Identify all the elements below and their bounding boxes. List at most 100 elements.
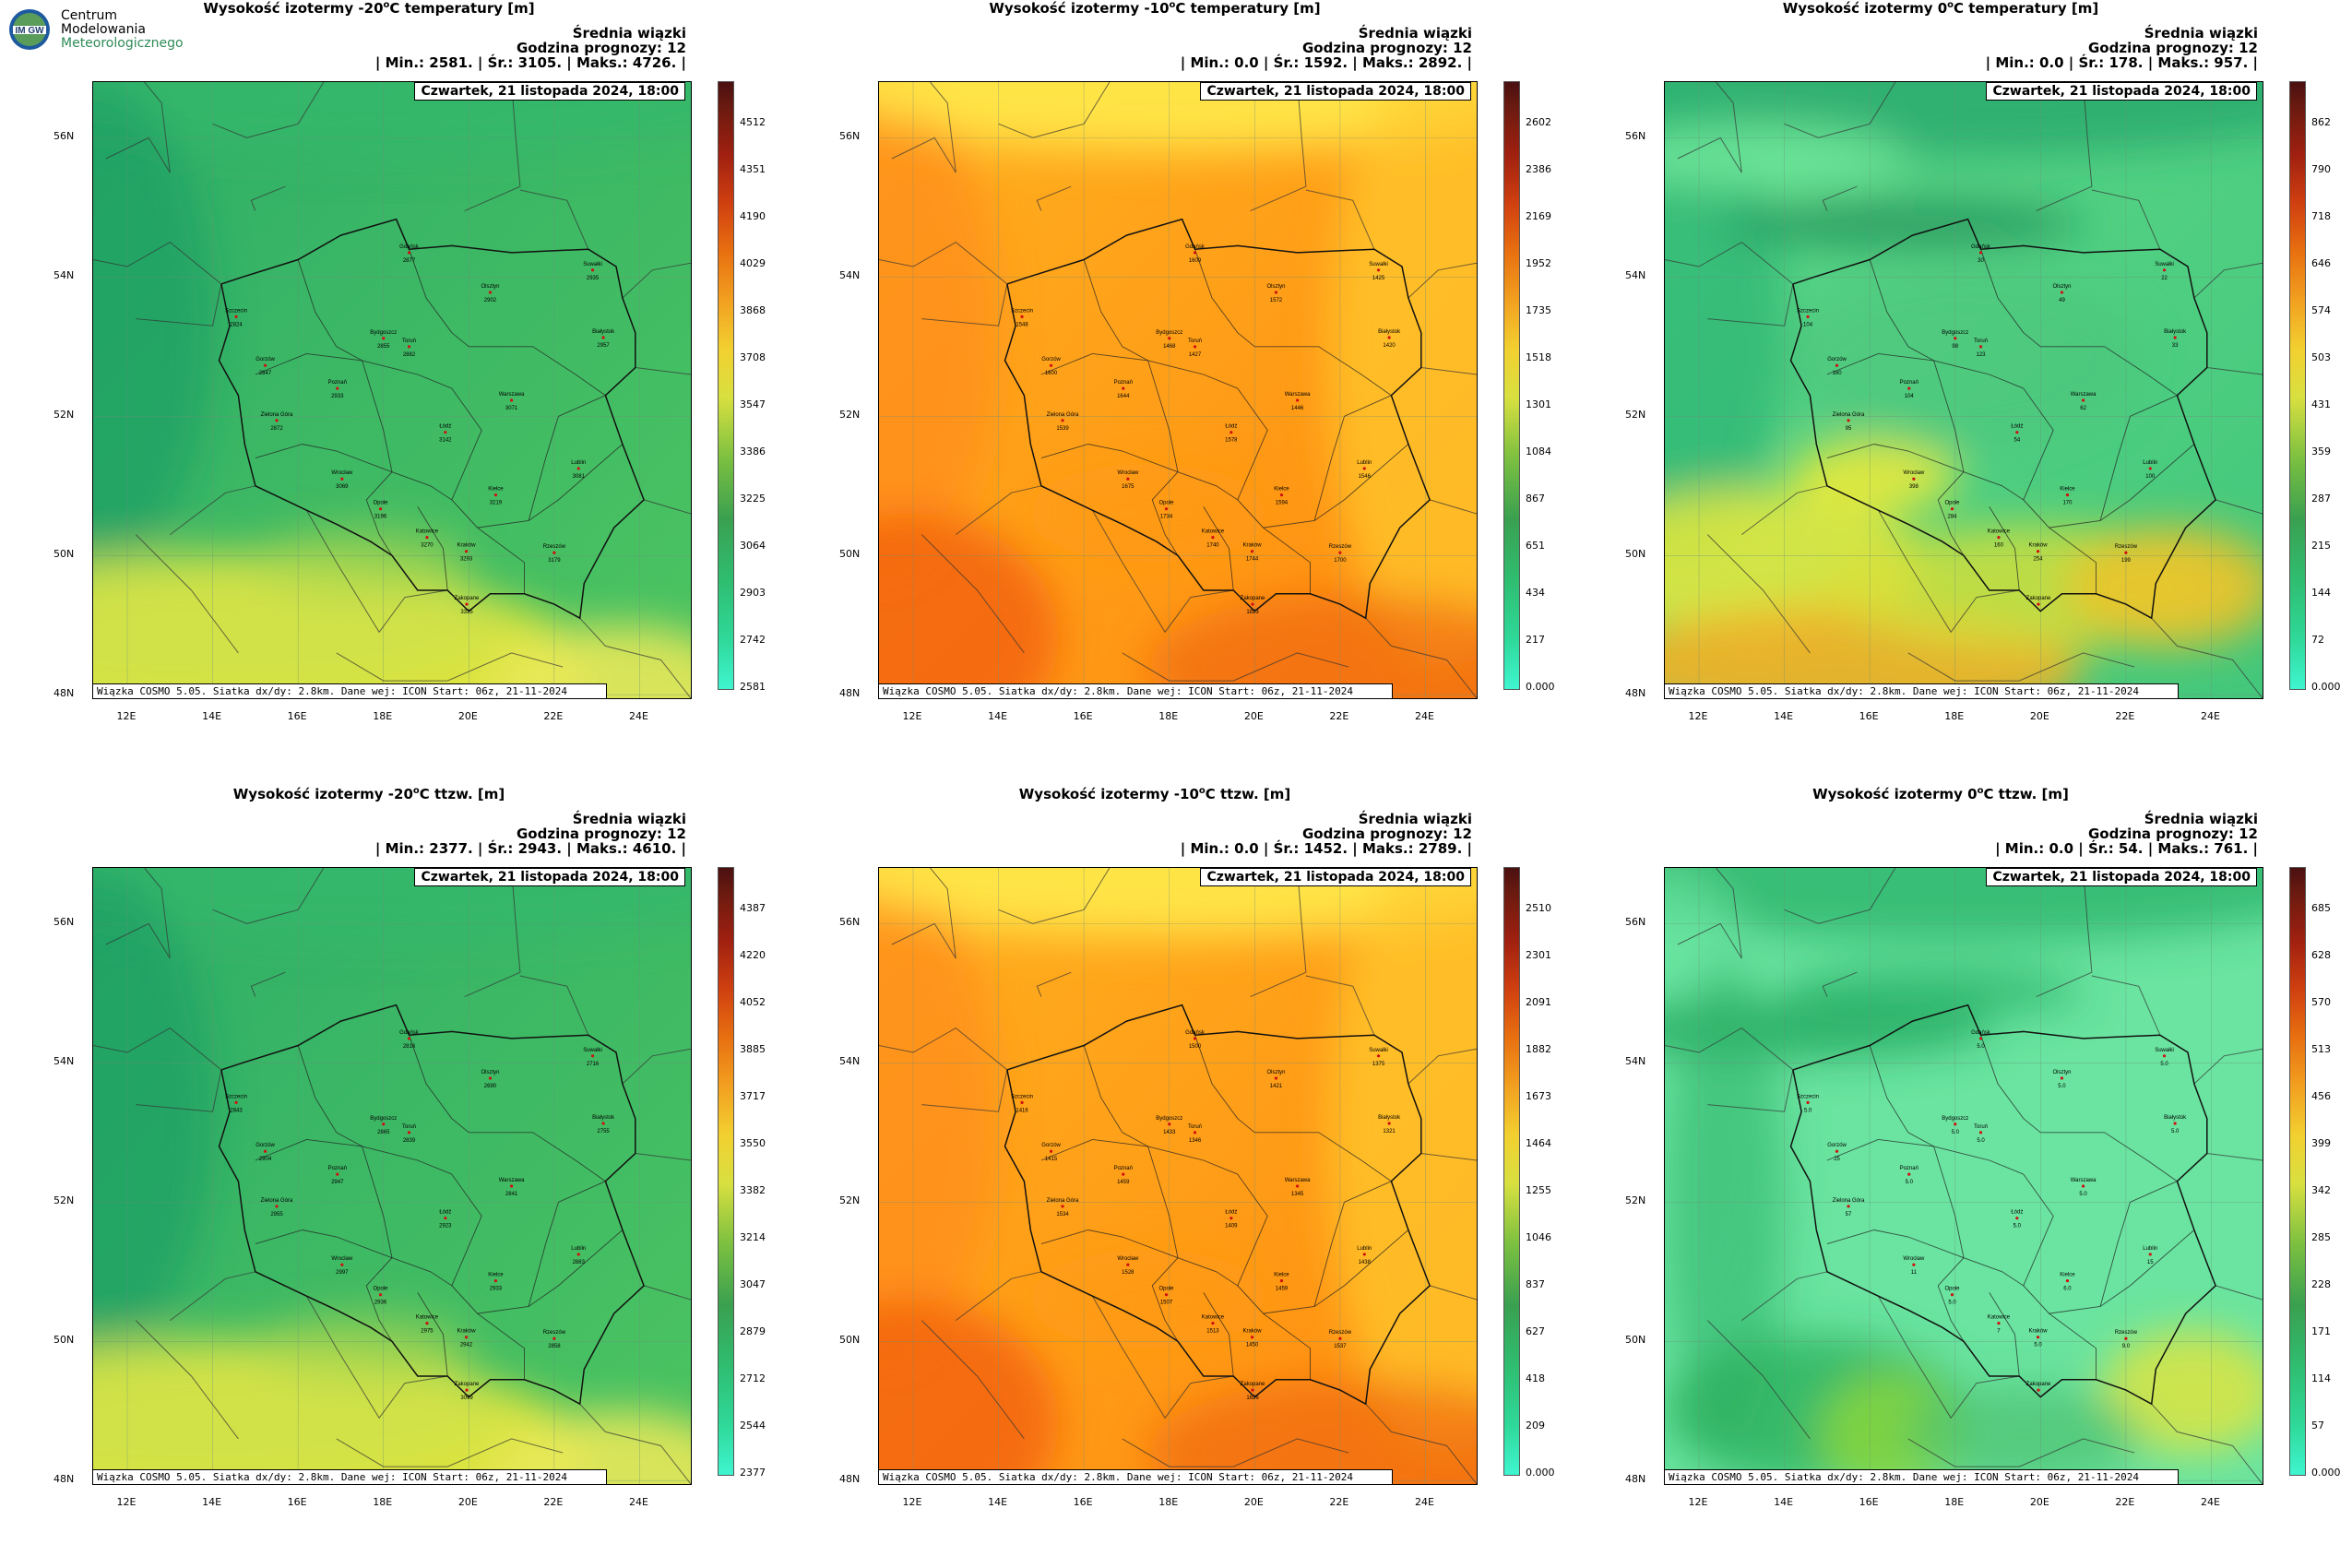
city-name: Gorzów xyxy=(1041,357,1061,362)
city-value: 1450 xyxy=(1246,1343,1259,1348)
city-value: 1425 xyxy=(1372,276,1385,281)
city-name: Toruń xyxy=(1188,1124,1202,1130)
city-name: Kielce xyxy=(1274,487,1289,493)
colorbar-tick: 2510 xyxy=(1526,902,1551,914)
colorbar-tick: 2377 xyxy=(740,1467,766,1479)
city-name: Rzeszów xyxy=(543,1330,566,1336)
city-marker: Toruń 1427 xyxy=(1188,339,1202,358)
lon-label: 16E xyxy=(1859,1496,1879,1508)
city-value: 1459 xyxy=(1276,1287,1289,1292)
city-name: Bydgoszcz xyxy=(1156,1116,1182,1122)
map-panel-5: Wysokość izotermy -10oC ttzw. [m] Średni… xyxy=(786,786,1555,1524)
city-marker: Lublin 1546 xyxy=(1357,460,1372,480)
city-value: 3071 xyxy=(505,406,518,411)
info-ensemble-mean: Średnia wiązki xyxy=(1358,25,1472,42)
city-marker: Gdańsk 30 xyxy=(1971,244,1991,264)
city-name: Kielce xyxy=(488,1273,504,1278)
colorbar-tick: 1952 xyxy=(1526,257,1551,269)
city-marker: Olsztyn 5.0 xyxy=(2052,1070,2071,1089)
city-marker: Szczecin 2824 xyxy=(225,308,247,327)
city-name: Gdańsk xyxy=(399,1030,420,1036)
city-name: Kraków xyxy=(1243,543,1263,549)
city-name: Gdańsk xyxy=(1971,244,1991,250)
city-value: 1675 xyxy=(1122,484,1134,490)
city-value: 254 xyxy=(2034,557,2044,563)
city-marker: Opole 284 xyxy=(1944,501,1960,520)
city-name: Wrocław xyxy=(331,1256,353,1262)
city-value: 398 xyxy=(1909,484,1919,490)
city-value: 2933 xyxy=(490,1287,503,1292)
city-marker: Opole 2936 xyxy=(373,1287,388,1306)
colorbar-tick: 3868 xyxy=(740,304,766,316)
lon-label: 14E xyxy=(202,710,222,722)
colorbar xyxy=(2289,81,2306,690)
city-name: Gorzów xyxy=(1041,1143,1061,1148)
colorbar-tick: 4052 xyxy=(740,996,766,1008)
city-name: Poznań xyxy=(1900,380,1918,386)
city-value: 1572 xyxy=(1270,298,1283,303)
city-name: Katowice xyxy=(416,529,439,535)
city-value: 160 xyxy=(1833,371,1843,376)
colorbar-tick: 2581 xyxy=(740,681,766,693)
city-marker: Zakopane 3335 xyxy=(455,596,480,615)
city-value: 1578 xyxy=(1225,438,1238,444)
lat-label: 52N xyxy=(839,409,861,422)
field-map: Gdańsk 2877 Suwałki 2935 Olsztyn 2902 Szczecin… xyxy=(93,82,691,698)
city-name: Zielona Góra xyxy=(1047,412,1079,418)
lon-label: 14E xyxy=(988,1496,1008,1508)
lon-label: 20E xyxy=(1243,710,1264,722)
lat-label: 56N xyxy=(839,916,861,929)
city-marker: Gorzów 1600 xyxy=(1041,357,1061,376)
city-name: Zakopane xyxy=(2026,1382,2051,1387)
lon-label: 18E xyxy=(1158,1496,1179,1508)
city-marker: Poznań 2947 xyxy=(328,1166,347,1185)
city-value: 30 xyxy=(1978,258,1984,264)
city-value: 1534 xyxy=(1056,1212,1069,1218)
city-value: 5.0 xyxy=(2058,1084,2066,1089)
city-marker: Gorzów 2904 xyxy=(255,1143,275,1162)
city-name: Białystok xyxy=(1378,329,1401,335)
city-value: 2904 xyxy=(259,1157,272,1162)
colorbar-tick: 209 xyxy=(1526,1420,1545,1431)
city-value: 1438 xyxy=(1359,1260,1372,1265)
city-marker: Bydgoszcz 2855 xyxy=(370,330,397,350)
city-marker: Kielce 6.0 xyxy=(2060,1273,2075,1292)
city-marker: Gdańsk 1500 xyxy=(1185,1030,1206,1050)
city-marker: Lublin 100 xyxy=(2143,460,2157,480)
city-value: 1468 xyxy=(1163,344,1176,350)
city-value: 1415 xyxy=(1045,1157,1058,1162)
lat-label: 54N xyxy=(53,269,75,282)
colorbar-tick: 114 xyxy=(2311,1372,2331,1384)
city-marker: Zielona Góra 2955 xyxy=(261,1198,293,1218)
city-name: Lublin xyxy=(2143,1246,2157,1252)
city-value: 2882 xyxy=(403,352,416,358)
city-value: 1346 xyxy=(1189,1138,1202,1144)
city-name: Wrocław xyxy=(1117,1256,1139,1262)
logo-line-1: Centrum xyxy=(61,8,118,23)
map-panel-6: Wysokość izotermy 0oC ttzw. [m] Średnia … xyxy=(1572,786,2341,1524)
colorbar-tick: 718 xyxy=(2311,210,2331,222)
colorbar-tick: 2879 xyxy=(740,1325,766,1337)
info-ensemble-mean: Średnia wiązki xyxy=(1358,811,1472,827)
city-name: Toruń xyxy=(402,1124,416,1130)
colorbar xyxy=(1503,867,1520,1476)
city-name: Kraków xyxy=(457,1329,477,1335)
city-marker: Białystok 5.0 xyxy=(2164,1115,2187,1134)
info-forecast-hour: Godzina prognozy: 12 xyxy=(2087,40,2258,56)
city-marker: Suwałki 2935 xyxy=(583,262,602,281)
city-name: Poznań xyxy=(328,1166,347,1171)
city-value: 2872 xyxy=(270,426,283,432)
city-value: 5.0 xyxy=(2160,1062,2168,1067)
city-name: Gdańsk xyxy=(1185,1030,1206,1036)
lon-label: 12E xyxy=(116,1496,137,1508)
city-marker: Łódź 54 xyxy=(2011,424,2023,444)
field-map: Gdańsk 30 Suwałki 22 Olsztyn 49 Szczecin 104 Byd… xyxy=(1665,82,2263,698)
city-name: Poznań xyxy=(1114,380,1133,386)
city-name: Toruń xyxy=(1974,1124,1988,1130)
city-marker: Olsztyn 2902 xyxy=(481,284,499,303)
city-name: Szczecin xyxy=(1797,1094,1819,1099)
city-value: 1644 xyxy=(1117,394,1130,399)
city-marker: Kielce 2933 xyxy=(488,1273,504,1292)
city-value: 5.0 xyxy=(1906,1180,1914,1185)
colorbar-tick: 627 xyxy=(1526,1325,1545,1337)
